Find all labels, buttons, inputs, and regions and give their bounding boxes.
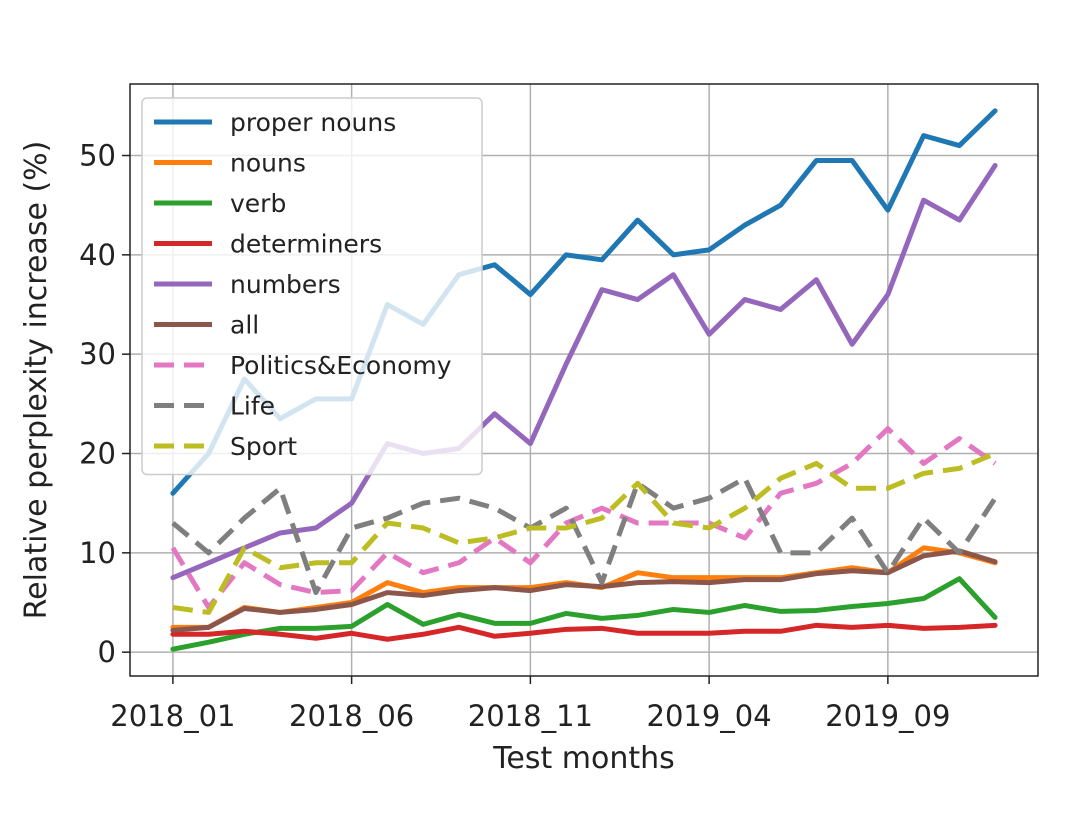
legend-label: Sport xyxy=(230,432,297,461)
y-axis-title: Relative perplexity increase (%) xyxy=(19,141,54,620)
series-line-numbers xyxy=(170,162,998,581)
legend: proper nouns nouns verb determiners numbers a… xyxy=(141,97,483,476)
legend-label: all xyxy=(230,311,259,340)
y-tick-label: 20 xyxy=(79,437,116,471)
x-tick-label: 2018_01 xyxy=(110,699,235,733)
y-tick-label: 40 xyxy=(79,238,116,272)
legend-label: proper nouns xyxy=(230,108,396,137)
x-tick-label: 2019_04 xyxy=(647,699,772,733)
series-line-verb xyxy=(170,576,998,652)
legend-label: Life xyxy=(230,392,275,421)
plot-frame xyxy=(129,83,1039,677)
y-tick-label: 30 xyxy=(79,337,116,371)
y-tick-label: 50 xyxy=(79,139,116,173)
series-line-sport xyxy=(172,451,997,615)
y-tick-label: 0 xyxy=(98,635,116,669)
legend-label: Politics&Economy xyxy=(230,351,452,380)
series-line-life xyxy=(171,475,998,596)
series-line-determiners xyxy=(170,622,998,642)
legend-label: nouns xyxy=(230,149,306,178)
x-tick-label: 2018_11 xyxy=(468,699,593,733)
series-line-all xyxy=(170,548,998,633)
x-tick-label: 2018_06 xyxy=(289,699,414,733)
y-tick-label: 10 xyxy=(79,536,116,570)
x-axis-title: Test months xyxy=(492,741,675,776)
legend-label: numbers xyxy=(230,270,341,299)
legend-label: determiners xyxy=(230,230,382,259)
series-line-politics-economy xyxy=(170,426,997,610)
axis-ticks: 2018_01 2018_06 2018_11 2019_04 2019_09 0 10 20… xyxy=(79,139,950,733)
x-tick-label: 2019_09 xyxy=(825,699,950,733)
legend-box xyxy=(141,97,483,476)
legend-label: verb xyxy=(230,189,286,218)
